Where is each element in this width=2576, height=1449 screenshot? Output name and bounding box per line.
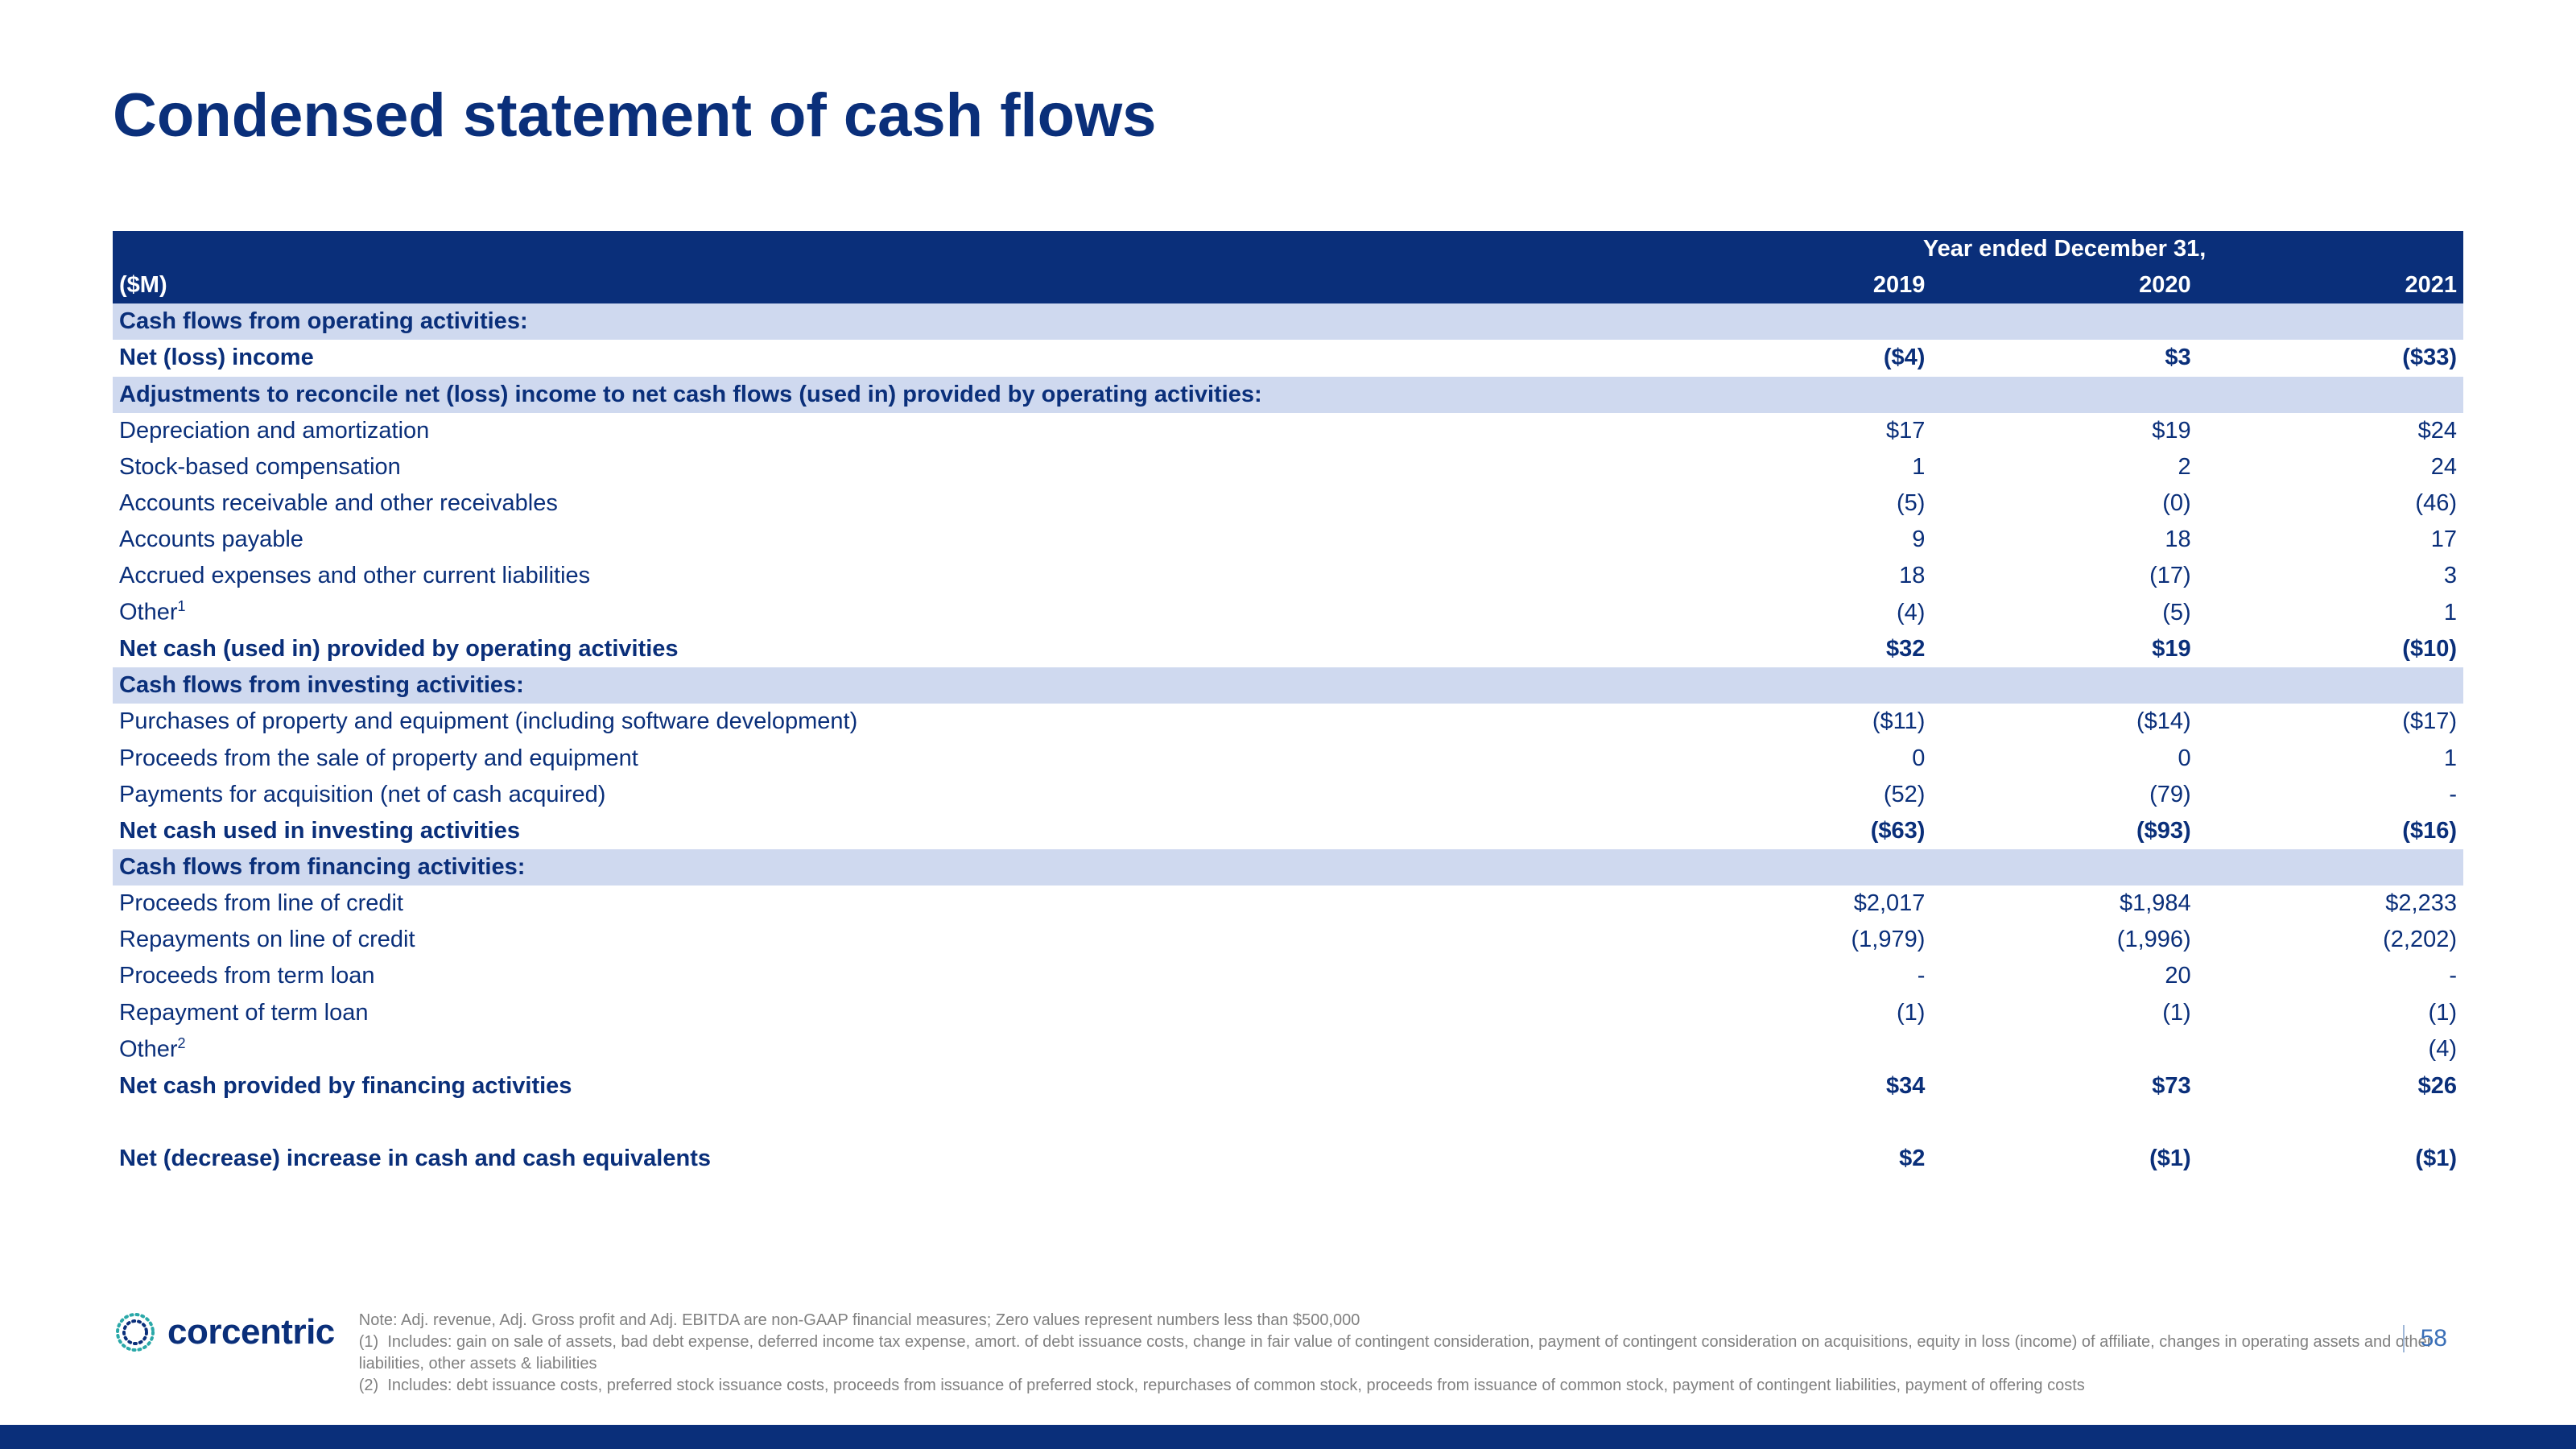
cell-value: 18 [1666, 558, 1931, 594]
cell-value: 9 [1666, 522, 1931, 558]
row-label: Accounts receivable and other receivable… [113, 485, 1666, 522]
row-label: Accrued expenses and other current liabi… [113, 558, 1666, 594]
year-header: 2021 [2198, 267, 2463, 303]
footer: corcentric Note: Adj. revenue, Adj. Gros… [113, 1310, 2463, 1397]
cell-value: 0 [1666, 741, 1931, 777]
cell-value: (79) [1931, 777, 2197, 813]
row-label: Repayment of term loan [113, 995, 1666, 1031]
cell-value: $34 [1666, 1068, 1931, 1104]
note-2: (2) Includes: debt issuance costs, prefe… [359, 1375, 2463, 1397]
row-label: Payments for acquisition (net of cash ac… [113, 777, 1666, 813]
page-number: 58 [2403, 1325, 2447, 1352]
footnotes: Note: Adj. revenue, Adj. Gross profit an… [359, 1310, 2463, 1397]
cell-value: ($10) [2198, 631, 2463, 667]
cell-value: $19 [1931, 631, 2197, 667]
row-label: Other2 [113, 1031, 1666, 1068]
row-label: Adjustments to reconcile net (loss) inco… [113, 377, 1666, 413]
row-label: Repayments on line of credit [113, 922, 1666, 958]
row-label: Cash flows from operating activities: [113, 303, 1666, 340]
cell-value: 1 [1666, 449, 1931, 485]
logo-text: corcentric [167, 1312, 335, 1352]
footnote-ref: 2 [178, 1035, 186, 1051]
cell-value: 17 [2198, 522, 2463, 558]
row-label: Cash flows from investing activities: [113, 667, 1666, 704]
cell-value: (1) [2198, 995, 2463, 1031]
cell-value: ($63) [1666, 813, 1931, 849]
cell-value: $19 [1931, 413, 2197, 449]
row-label: Other1 [113, 594, 1666, 631]
cell-value: $1,984 [1931, 886, 2197, 922]
cell-value: ($17) [2198, 704, 2463, 740]
cell-value: - [2198, 958, 2463, 994]
cell-value: $2 [1666, 1141, 1931, 1177]
cell-value: (52) [1666, 777, 1931, 813]
cell-value: ($11) [1666, 704, 1931, 740]
row-label: Proceeds from term loan [113, 958, 1666, 994]
row-label: Net (loss) income [113, 340, 1666, 376]
note-intro: Note: Adj. revenue, Adj. Gross profit an… [359, 1310, 2463, 1331]
cell-value: (5) [1666, 485, 1931, 522]
cell-value: $2,017 [1666, 886, 1931, 922]
cell-value: 3 [2198, 558, 2463, 594]
corcentric-logo-icon [113, 1310, 158, 1355]
row-label: Stock-based compensation [113, 449, 1666, 485]
cell-value: - [1666, 958, 1931, 994]
cell-value [1666, 1031, 1931, 1068]
cell-value: (17) [1931, 558, 2197, 594]
cell-value: 0 [1931, 741, 2197, 777]
cell-value: 20 [1931, 958, 2197, 994]
cell-value: ($14) [1931, 704, 2197, 740]
cell-value: (1) [1666, 995, 1931, 1031]
cell-value: 18 [1931, 522, 2197, 558]
cell-value: ($1) [2198, 1141, 2463, 1177]
cell-value: (4) [2198, 1031, 2463, 1068]
cell-value: (1,996) [1931, 922, 2197, 958]
row-label: Cash flows from financing activities: [113, 849, 1666, 886]
cell-value: 2 [1931, 449, 2197, 485]
cell-value: ($16) [2198, 813, 2463, 849]
cell-value: (0) [1931, 485, 2197, 522]
footnote-ref: 1 [178, 598, 186, 614]
row-label: Proceeds from line of credit [113, 886, 1666, 922]
cell-value: ($93) [1931, 813, 2197, 849]
cell-value: - [2198, 777, 2463, 813]
cell-value: $2,233 [2198, 886, 2463, 922]
row-label: Net cash provided by financing activitie… [113, 1068, 1666, 1104]
bottom-strip [0, 1425, 2576, 1449]
cell-value [1931, 1031, 2197, 1068]
cell-value: (2,202) [2198, 922, 2463, 958]
cell-value: (5) [1931, 594, 2197, 631]
cell-value: (1) [1931, 995, 2197, 1031]
row-label: Proceeds from the sale of property and e… [113, 741, 1666, 777]
row-label: Net cash used in investing activities [113, 813, 1666, 849]
cell-value: 24 [2198, 449, 2463, 485]
row-label: Depreciation and amortization [113, 413, 1666, 449]
cell-value: $26 [2198, 1068, 2463, 1104]
year-header: 2019 [1666, 267, 1931, 303]
row-label: Net cash (used in) provided by operating… [113, 631, 1666, 667]
page-title: Condensed statement of cash flows [113, 80, 2463, 151]
cell-value: $3 [1931, 340, 2197, 376]
period-label: Year ended December 31, [1666, 231, 2463, 267]
logo: corcentric [113, 1310, 335, 1355]
cell-value: $17 [1666, 413, 1931, 449]
cell-value: ($33) [2198, 340, 2463, 376]
note-1: (1) Includes: gain on sale of assets, ba… [359, 1331, 2463, 1375]
cell-value: ($4) [1666, 340, 1931, 376]
cell-value: ($1) [1931, 1141, 2197, 1177]
row-label: Accounts payable [113, 522, 1666, 558]
row-label: Net (decrease) increase in cash and cash… [113, 1141, 1666, 1177]
year-header: 2020 [1931, 267, 2197, 303]
cell-value: $32 [1666, 631, 1931, 667]
cell-value: $73 [1931, 1068, 2197, 1104]
cashflow-table: Year ended December 31,($M)201920202021C… [113, 231, 2463, 1177]
row-label: Purchases of property and equipment (inc… [113, 704, 1666, 740]
cell-value: $24 [2198, 413, 2463, 449]
cell-value: (1,979) [1666, 922, 1931, 958]
unit-label: ($M) [113, 267, 1666, 303]
cell-value: 1 [2198, 741, 2463, 777]
cell-value: (4) [1666, 594, 1931, 631]
cell-value: 1 [2198, 594, 2463, 631]
cell-value: (46) [2198, 485, 2463, 522]
